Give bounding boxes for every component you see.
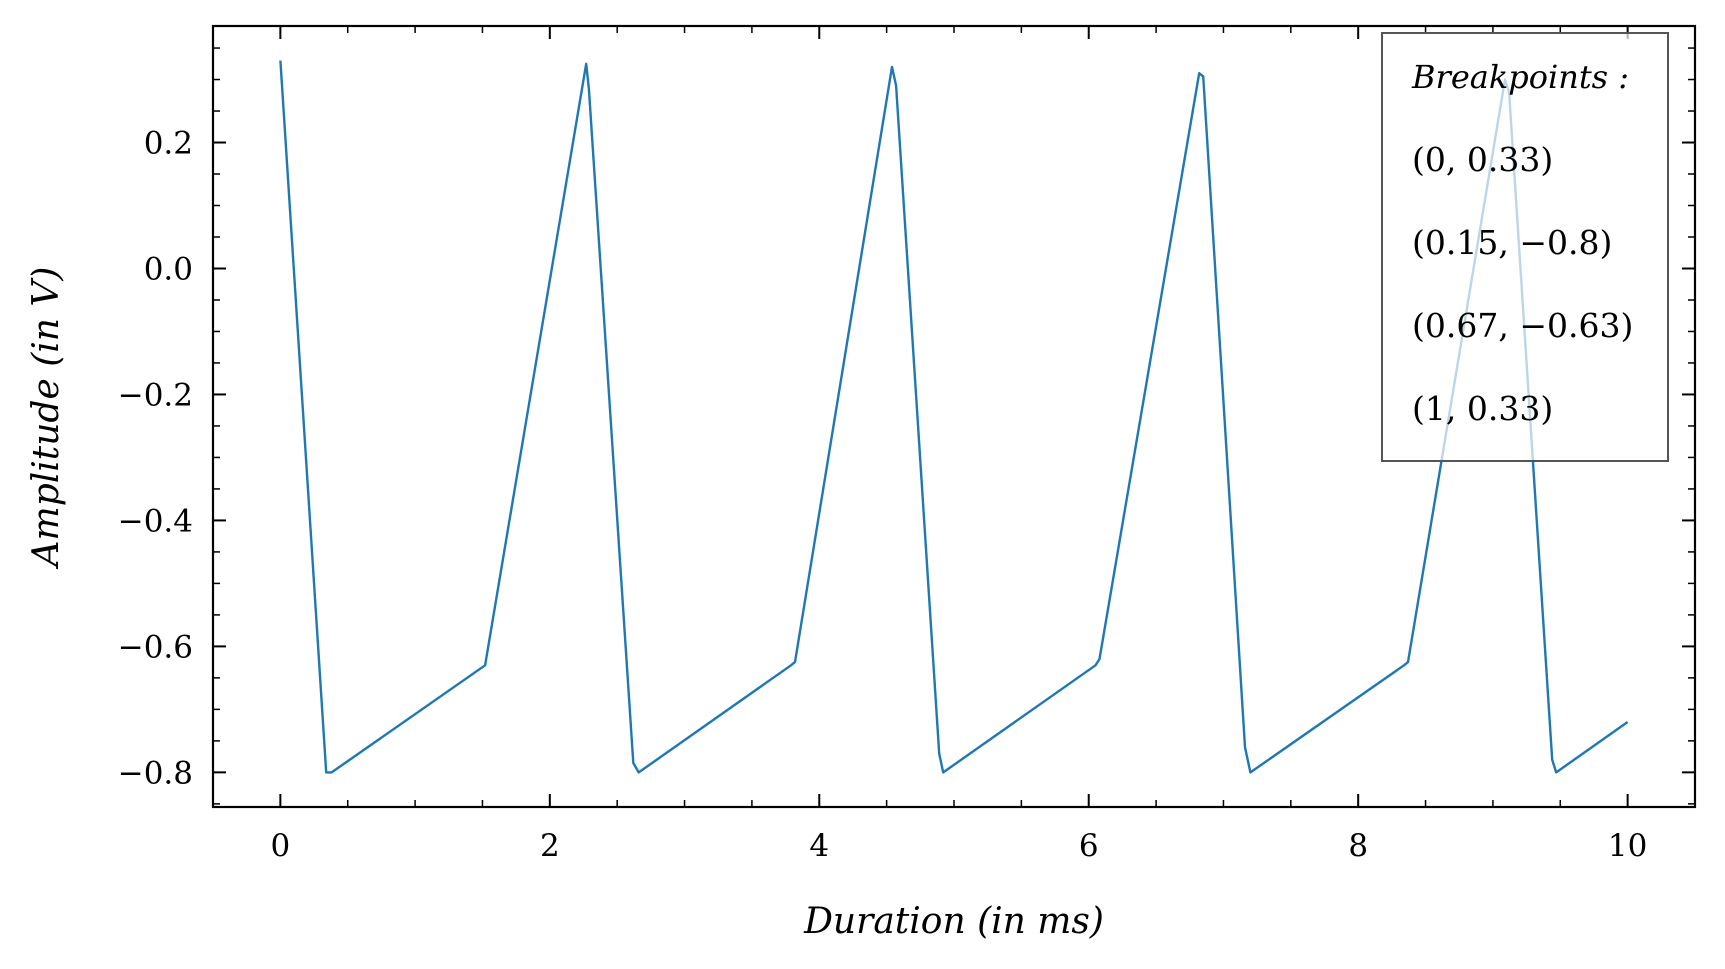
y-axis-label: Amplitude (in V) [26,267,67,570]
plot-frame [211,24,1697,809]
x-axis-label: Duration (in ms) [803,901,1104,942]
x-tick-label: 4 [809,828,829,864]
y-tick-label: 0.0 [144,251,193,287]
y-tick-label: −0.2 [118,377,193,413]
legend-box [1381,32,1669,462]
y-tick-label: −0.8 [118,755,193,791]
legend-entry: (0.67, −0.63) [1412,306,1633,345]
x-tick-label: 6 [1079,828,1099,864]
y-tick-label: 0.2 [144,126,193,162]
y-tick-label: −0.6 [118,629,193,665]
legend-entry: (0, 0.33) [1412,140,1553,179]
legend: Breakpoints : (0, 0.33) (0.15, −0.8) (0.… [1381,32,1669,462]
x-tick-label: 8 [1348,828,1368,864]
x-tick-label: 0 [270,828,290,864]
legend-entry: (1, 0.33) [1412,389,1553,428]
x-axis-ticks: 0 2 4 6 8 10 [212,26,1696,864]
x-tick-label: 2 [540,828,560,864]
y-axis-ticks: 0.2 0.0 −0.2 −0.4 −0.6 −0.8 [118,47,1695,805]
legend-title: Breakpoints : [1411,58,1629,96]
x-tick-label: 10 [1608,828,1647,864]
y-tick-label: −0.4 [118,503,193,539]
legend-entry: (0.15, −0.8) [1412,223,1612,262]
